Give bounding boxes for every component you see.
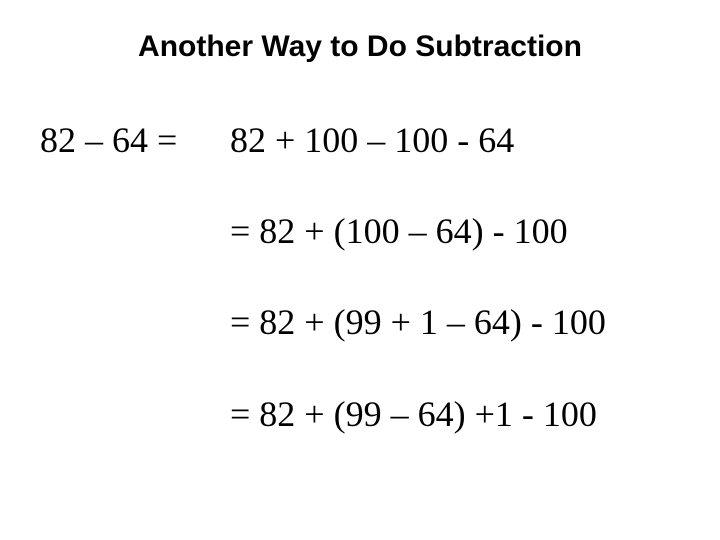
equation-line: 82 – 64 = 82 + 100 – 100 - 64 (40, 119, 680, 162)
equation-rhs: = 82 + (99 – 64) +1 - 100 (230, 393, 597, 436)
equation-line: = 82 + (99 + 1 – 64) - 100 (40, 301, 680, 344)
equation-lhs (40, 301, 230, 344)
slide-container: Another Way to Do Subtraction 82 – 64 = … (0, 0, 720, 540)
equation-rhs: 82 + 100 – 100 - 64 (230, 119, 514, 162)
equation-rhs: = 82 + (100 – 64) - 100 (230, 210, 568, 253)
equation-line: = 82 + (99 – 64) +1 - 100 (40, 393, 680, 436)
equation-lhs (40, 210, 230, 253)
equation-rhs: = 82 + (99 + 1 – 64) - 100 (230, 301, 606, 344)
slide-title: Another Way to Do Subtraction (40, 30, 680, 64)
equation-lhs: 82 – 64 = (40, 119, 230, 162)
equation-lhs (40, 393, 230, 436)
equation-block: 82 – 64 = 82 + 100 – 100 - 64 = 82 + (10… (40, 119, 680, 436)
equation-line: = 82 + (100 – 64) - 100 (40, 210, 680, 253)
